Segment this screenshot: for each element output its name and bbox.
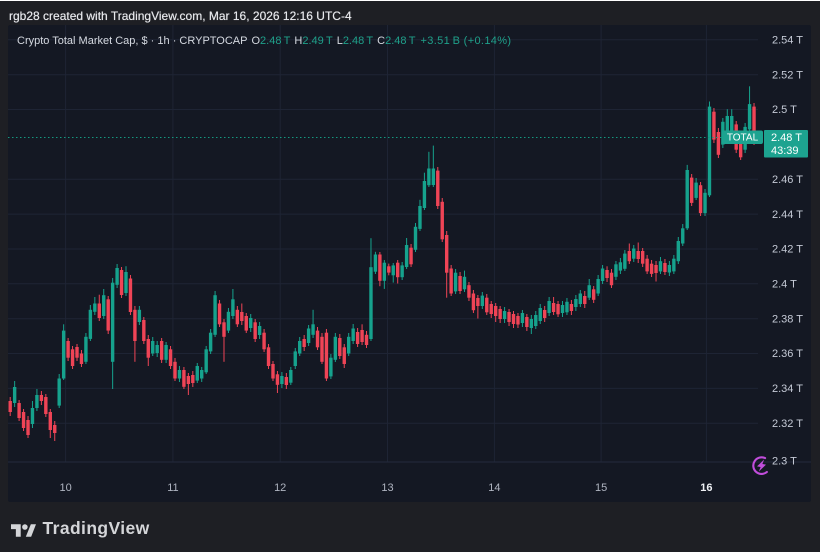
svg-text:2.52 T: 2.52 T [772,69,803,81]
svg-text:14: 14 [488,482,500,494]
svg-text:2.4 T: 2.4 T [772,279,797,291]
svg-text:13: 13 [381,482,393,494]
svg-text:2.54 T: 2.54 T [772,35,803,47]
svg-text:15: 15 [595,482,607,494]
svg-text:2.48 T: 2.48 T [771,132,802,144]
svg-text:2.38 T: 2.38 T [772,313,803,325]
svg-text:2.5 T: 2.5 T [772,104,797,116]
svg-text:2.32 T: 2.32 T [772,418,803,430]
svg-text:2.34 T: 2.34 T [772,383,803,395]
svg-text:2.44 T: 2.44 T [772,209,803,221]
svg-text:2.42 T: 2.42 T [772,244,803,256]
svg-text:43:39: 43:39 [771,145,799,157]
svg-text:2.36 T: 2.36 T [772,348,803,360]
svg-text:2.46 T: 2.46 T [772,174,803,186]
svg-text:11: 11 [167,482,178,494]
svg-text:TOTAL: TOTAL [727,133,759,144]
svg-text:10: 10 [59,482,71,494]
svg-text:16: 16 [700,482,712,494]
svg-text:2.3 T: 2.3 T [772,455,797,467]
svg-text:12: 12 [274,482,286,494]
